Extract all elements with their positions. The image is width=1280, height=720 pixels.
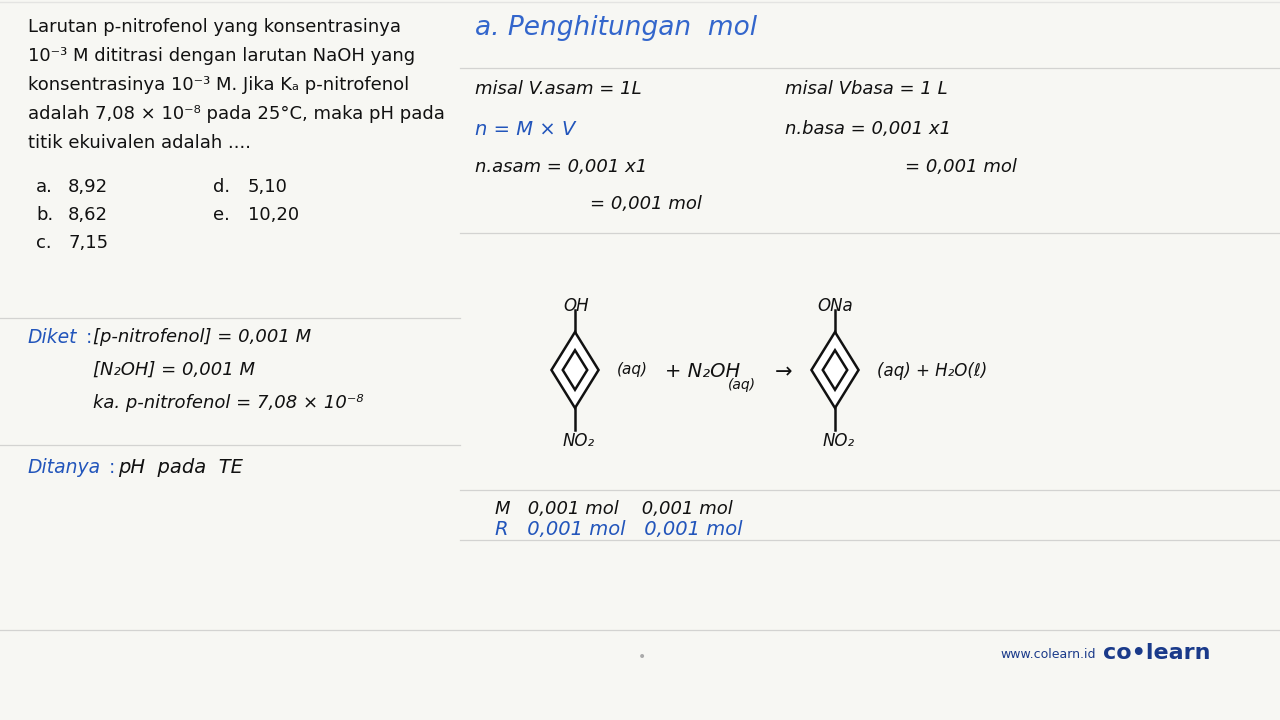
Text: (aq) + H₂O(ℓ): (aq) + H₂O(ℓ) (877, 362, 987, 380)
Text: misal V.asam = 1L: misal V.asam = 1L (475, 80, 641, 98)
Text: a.: a. (36, 178, 52, 196)
Text: 7,15: 7,15 (68, 234, 108, 252)
Polygon shape (812, 332, 859, 408)
Text: Ditanya: Ditanya (28, 458, 101, 477)
Text: = 0,001 mol: = 0,001 mol (905, 158, 1016, 176)
Text: c.: c. (36, 234, 51, 252)
Text: Diket: Diket (28, 328, 78, 347)
Text: :: : (102, 458, 115, 477)
Text: :: : (79, 328, 92, 347)
Text: misal Vbasa = 1 L: misal Vbasa = 1 L (785, 80, 947, 98)
Text: n = M × V: n = M × V (475, 120, 576, 139)
Text: n.asam = 0,001 x1: n.asam = 0,001 x1 (475, 158, 648, 176)
Text: Larutan p-nitrofenol yang konsentrasinya: Larutan p-nitrofenol yang konsentrasinya (28, 18, 401, 36)
Text: R   0,001 mol   0,001 mol: R 0,001 mol 0,001 mol (495, 520, 742, 539)
Text: n.basa = 0,001 x1: n.basa = 0,001 x1 (785, 120, 951, 138)
Text: ONa: ONa (817, 297, 852, 315)
Text: 5,10: 5,10 (248, 178, 288, 196)
Text: 10⁻³ M dititrasi dengan larutan NaOH yang: 10⁻³ M dititrasi dengan larutan NaOH yan… (28, 47, 415, 65)
Text: OH: OH (563, 297, 589, 315)
Text: 10,20: 10,20 (248, 206, 300, 224)
Text: b.: b. (36, 206, 54, 224)
Text: pH  pada  TE: pH pada TE (118, 458, 243, 477)
Text: (aq): (aq) (617, 362, 648, 377)
Text: co•learn: co•learn (1103, 643, 1211, 663)
Text: [N₂OH] = 0,001 M: [N₂OH] = 0,001 M (93, 361, 255, 379)
Text: M   0,001 mol    0,001 mol: M 0,001 mol 0,001 mol (495, 500, 732, 518)
Text: 8,92: 8,92 (68, 178, 108, 196)
Text: www.colearn.id: www.colearn.id (1000, 648, 1096, 661)
Text: NO₂: NO₂ (563, 432, 595, 450)
Text: •: • (637, 650, 646, 664)
Text: →: → (774, 362, 792, 382)
Text: ka. p-nitrofenol = 7,08 × 10⁻⁸: ka. p-nitrofenol = 7,08 × 10⁻⁸ (93, 394, 364, 412)
Polygon shape (552, 332, 599, 408)
Text: [p-nitrofenol] = 0,001 M: [p-nitrofenol] = 0,001 M (93, 328, 311, 346)
Text: d.: d. (212, 178, 230, 196)
Text: (aq): (aq) (728, 378, 756, 392)
Text: adalah 7,08 × 10⁻⁸ pada 25°C, maka pH pada: adalah 7,08 × 10⁻⁸ pada 25°C, maka pH pa… (28, 105, 445, 123)
Text: e.: e. (212, 206, 230, 224)
Text: = 0,001 mol: = 0,001 mol (590, 195, 701, 213)
Text: konsentrasinya 10⁻³ M. Jika Kₐ p-nitrofenol: konsentrasinya 10⁻³ M. Jika Kₐ p-nitrofe… (28, 76, 410, 94)
Text: a. Penghitungan  mol: a. Penghitungan mol (475, 15, 758, 41)
Text: 8,62: 8,62 (68, 206, 108, 224)
Text: titik ekuivalen adalah ....: titik ekuivalen adalah .... (28, 134, 251, 152)
Text: NO₂: NO₂ (823, 432, 855, 450)
Text: + N₂OH: + N₂OH (666, 362, 740, 381)
